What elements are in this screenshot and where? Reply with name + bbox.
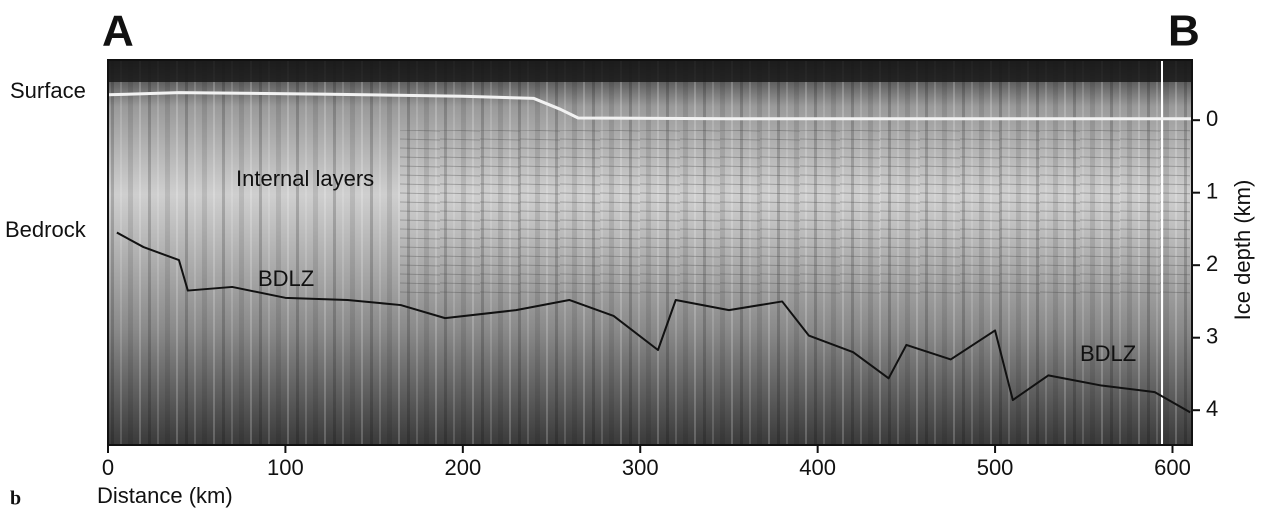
y-tick-label: 2 [1206,251,1218,276]
y-tick-label: 4 [1206,396,1218,421]
x-tick-label: 100 [267,455,304,480]
plot [107,91,1192,414]
bedrock-label: Bedrock [5,217,87,242]
surface-label: Surface [10,78,86,103]
echogram-layers [400,130,1190,300]
echogram-top [108,60,1192,82]
end-label: B [1168,7,1200,56]
x-tick-label: 200 [444,455,481,480]
annotation: Internal layers [236,166,374,191]
x-tick-label: 0 [102,455,114,480]
x-tick-label: 600 [1154,455,1191,480]
trace [116,231,1191,414]
y-axis-title: Ice depth (km) [1230,180,1255,321]
annotation: BDLZ [258,266,314,291]
y-tick-label: 0 [1206,106,1218,131]
x-tick-label: 300 [622,455,659,480]
x-tick-label: 500 [977,455,1014,480]
annotation: BDLZ [1080,341,1136,366]
panel-label: b [10,488,21,510]
trace [107,91,1192,121]
y-tick-label: 3 [1206,324,1218,349]
plot-frame [107,59,1193,446]
x-tick-label: 400 [799,455,836,480]
y-tick-label: 1 [1206,178,1218,203]
x-axis-title: Distance (km) [97,483,233,508]
echogram [108,60,1192,445]
start-label: A [102,7,134,56]
